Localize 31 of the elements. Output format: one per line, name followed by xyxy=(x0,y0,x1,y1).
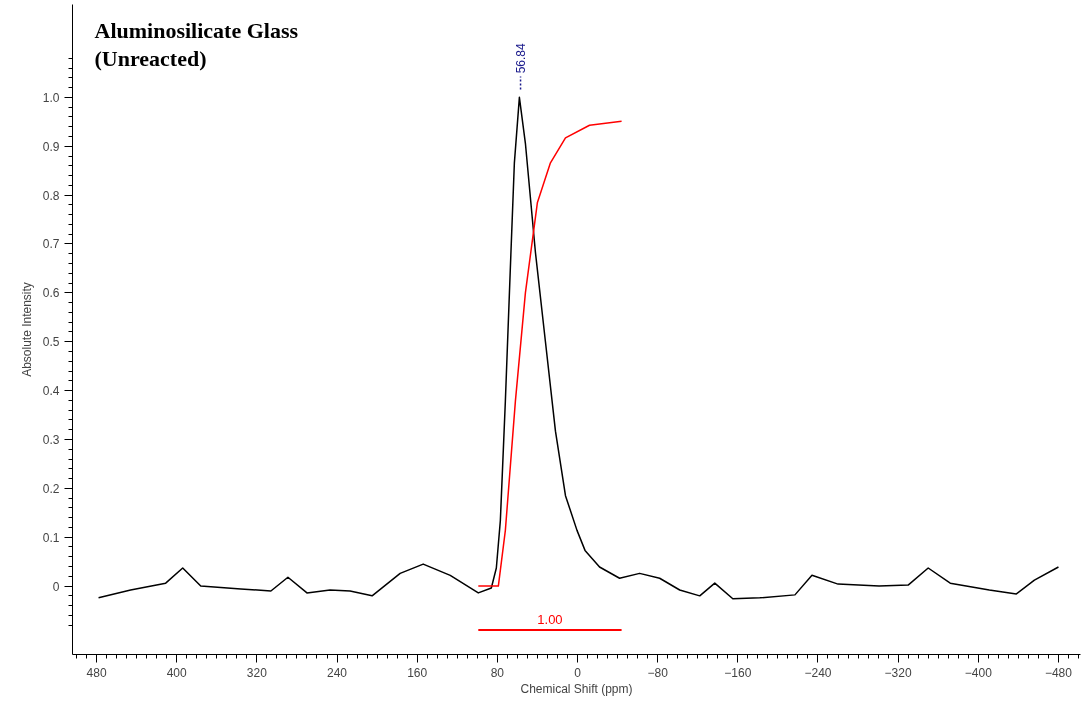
line-series xyxy=(97,96,1060,600)
y-tick-label: 0.4 xyxy=(42,384,60,399)
x-axis-title: Chemical Shift (ppm) xyxy=(520,681,633,696)
x-tick-label: 480 xyxy=(86,665,107,680)
text: Aluminosilicate Glass (Unreacted) xyxy=(94,17,299,71)
x-tick-label: 400 xyxy=(166,665,188,680)
y-tick-label: 0.1 xyxy=(42,530,60,545)
x-tick-label: 0 xyxy=(574,665,582,680)
y-tick-label: 0.6 xyxy=(42,286,60,301)
x-tick-label: 80 xyxy=(490,665,505,680)
x-tick-label: 240 xyxy=(327,665,348,680)
series-label: 1.00 xyxy=(537,612,563,628)
y-tick-label: 1.0 xyxy=(42,90,60,105)
y-tick-label: 0.5 xyxy=(42,335,60,350)
y-tick-label: 0.7 xyxy=(42,237,60,252)
y-tick-label: 0.2 xyxy=(42,481,60,496)
x-tick-label: −160 xyxy=(724,665,752,680)
x-tick-label: −480 xyxy=(1044,665,1073,680)
y-tick-label: 0.3 xyxy=(42,432,60,447)
x-tick-label: −80 xyxy=(647,665,669,680)
y-axis-title: Absolute Intensity xyxy=(19,282,34,377)
x-tick-label: −240 xyxy=(804,665,832,680)
y-tick-label: 0 xyxy=(52,579,60,594)
y-tick-label: 0.8 xyxy=(42,188,60,203)
x-tick-label: 320 xyxy=(246,665,268,680)
x-tick-label: 160 xyxy=(407,665,428,680)
annotation: 56.84 xyxy=(514,42,529,74)
line-series xyxy=(477,120,623,587)
y-tick-label: 0.9 xyxy=(42,139,60,154)
x-tick-label: −320 xyxy=(884,665,912,680)
x-tick-label: −400 xyxy=(964,665,993,680)
